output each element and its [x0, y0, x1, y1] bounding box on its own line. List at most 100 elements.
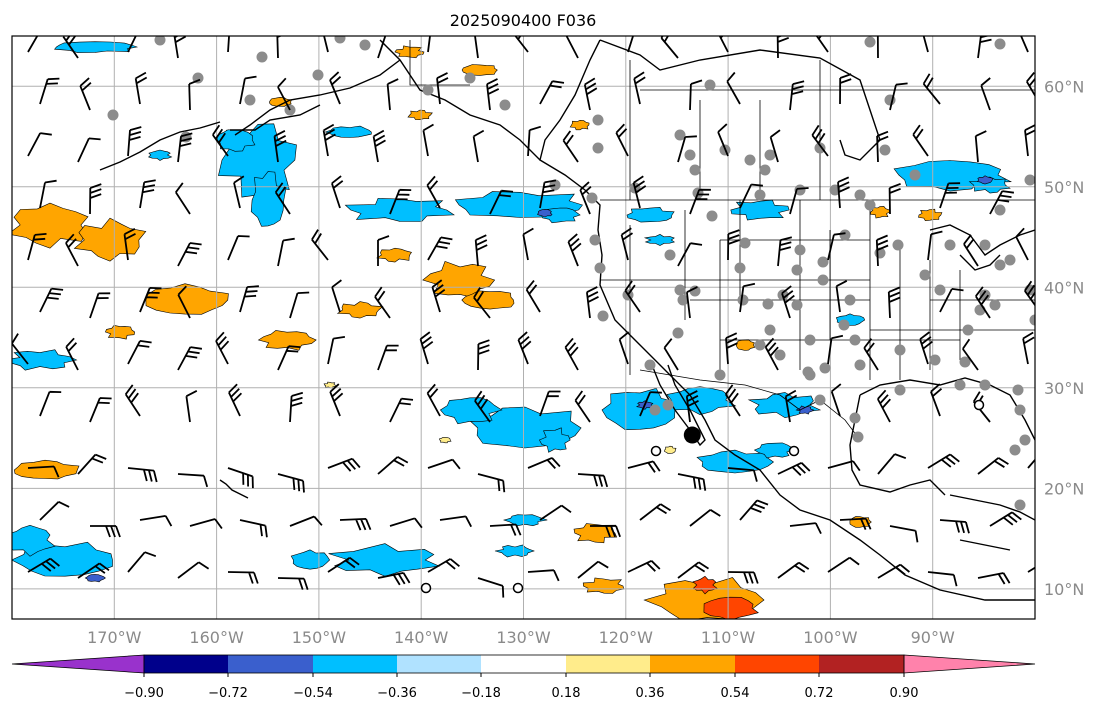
- station-marker: [464, 72, 476, 84]
- wind-barb: [127, 340, 152, 365]
- wind-barb: [827, 460, 861, 472]
- wind-barb: [289, 291, 310, 319]
- wind-barb: [815, 36, 829, 53]
- wind-barb: [939, 519, 970, 534]
- negative-field-region: [12, 524, 56, 557]
- station-marker: [597, 310, 609, 322]
- wind-barb: [739, 183, 763, 209]
- wind-barb: [922, 36, 929, 53]
- wind-barb: [489, 189, 514, 215]
- wind-barb: [633, 71, 646, 105]
- wind-barb: [627, 559, 661, 573]
- station-marker: [764, 324, 776, 336]
- wind-barb: [839, 517, 872, 530]
- wind-barb: [277, 473, 305, 493]
- station-marker: [959, 356, 971, 368]
- wind-barb: [377, 572, 411, 586]
- wind-barb: [188, 78, 201, 111]
- wind-barb: [215, 331, 230, 365]
- negative-field-region: [538, 427, 571, 453]
- lon-tick-label: 140°W: [394, 628, 449, 647]
- lon-tick-label: 90°W: [911, 628, 955, 647]
- wind-barb: [1024, 124, 1035, 157]
- wind-barb: [173, 36, 187, 59]
- wind-barb: [579, 181, 592, 215]
- wind-barb: [27, 557, 60, 573]
- station-marker: [644, 359, 656, 371]
- station-marker: [989, 299, 1001, 311]
- wind-barb: [239, 75, 257, 105]
- station-marker: [107, 109, 119, 121]
- wind-barb: [1020, 36, 1029, 53]
- station-marker: [794, 184, 806, 196]
- wind-barb: [185, 390, 198, 423]
- wind-barb: [912, 124, 929, 157]
- wind-barb: [739, 282, 756, 313]
- colorbar-segment: [313, 655, 397, 673]
- wind-barb: [189, 518, 223, 530]
- weak-positive-field-region: [439, 437, 452, 444]
- station-marker: [854, 359, 866, 371]
- wind-barb: [777, 561, 810, 579]
- wind-barb: [1026, 72, 1035, 98]
- station-marker: [589, 234, 601, 246]
- positive-field-region: [394, 45, 425, 59]
- negative-field-region: [250, 171, 287, 227]
- wind-barb: [887, 286, 901, 319]
- lon-tick-label: 130°W: [496, 628, 551, 647]
- station-marker: [592, 142, 604, 154]
- positive-field-region: [376, 247, 412, 263]
- station-marker: [586, 192, 598, 204]
- wind-barb: [663, 338, 679, 371]
- lon-tick-label: 150°W: [292, 628, 347, 647]
- lon-tick-label: 160°W: [189, 628, 244, 647]
- wind-barb: [686, 286, 698, 319]
- wind-barb: [427, 458, 461, 470]
- wind-barb: [339, 518, 372, 531]
- wind-barb: [473, 287, 491, 319]
- lat-tick-label: 60°N: [1044, 77, 1084, 96]
- wind-barb: [877, 453, 907, 475]
- station-marker: [1014, 404, 1026, 416]
- lat-tick-label: 30°N: [1044, 379, 1084, 398]
- station-marker: [422, 84, 434, 96]
- wind-barb: [372, 129, 386, 163]
- wind-barb: [776, 36, 790, 59]
- weak-positive-field-region: [664, 445, 677, 454]
- coastline: [849, 394, 946, 496]
- wind-barb: [422, 123, 434, 157]
- lat-tick-label: 40°N: [1044, 278, 1084, 297]
- open-circle-marker: [420, 582, 432, 594]
- colorbar: −0.90 −0.72 −0.54 −0.36 −0.18 0.18 0.36 0.54 0.7…: [11, 654, 1036, 701]
- wind-barb: [589, 524, 621, 538]
- wind-barb: [863, 338, 879, 371]
- wind-barb: [539, 504, 572, 521]
- political-border: [409, 40, 470, 86]
- wind-barb: [888, 182, 901, 215]
- wind-barb: [989, 190, 1015, 215]
- colorbar-tick-label: −0.18: [461, 686, 501, 701]
- wind-barb: [127, 126, 142, 157]
- wind-barb: [777, 461, 811, 476]
- wind-barb: [769, 129, 781, 163]
- station-marker: [919, 269, 931, 281]
- wind-barb: [327, 336, 346, 365]
- coastline: [539, 39, 1035, 601]
- negative-field-region: [502, 514, 548, 527]
- wind-barb: [273, 130, 287, 163]
- station-marker: [791, 299, 803, 311]
- station-marker: [864, 36, 876, 48]
- positive-field-region: [257, 330, 317, 351]
- wind-barb: [562, 130, 579, 163]
- station-marker: [334, 36, 346, 44]
- wind-barb: [27, 233, 47, 261]
- wind-barb: [90, 525, 121, 538]
- wind-barb: [277, 77, 291, 111]
- station-marker: [979, 289, 991, 301]
- wind-barb: [377, 235, 390, 266]
- wind-barb: [477, 577, 505, 598]
- wind-barb: [212, 124, 229, 157]
- wind-barb: [1027, 458, 1035, 469]
- station-marker: [994, 204, 1006, 216]
- wind-barb: [177, 285, 191, 319]
